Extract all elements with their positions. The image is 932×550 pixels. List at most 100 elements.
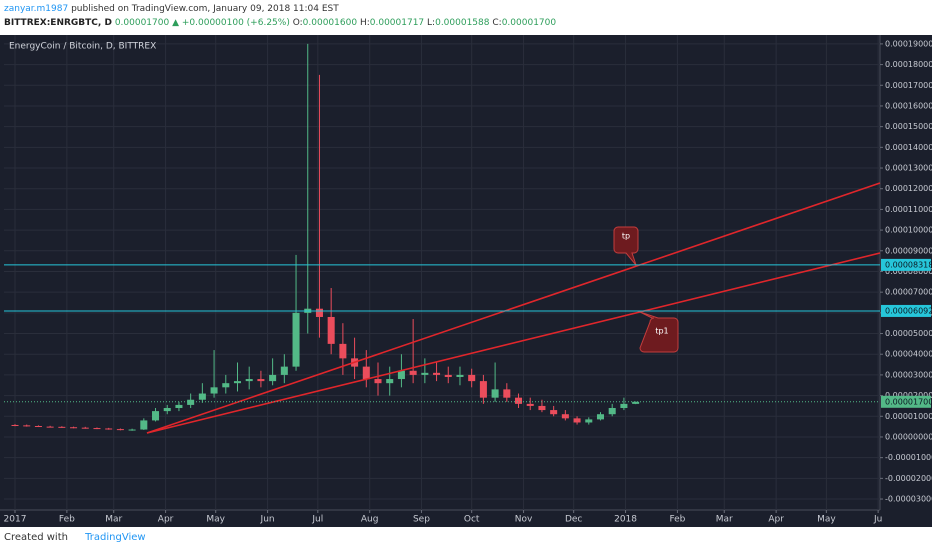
candle-body xyxy=(280,366,288,375)
symbol: BITTREX:ENRGBTC, D xyxy=(4,18,112,28)
candle-body xyxy=(526,403,534,406)
x-tick-label: Aug xyxy=(361,515,379,525)
background xyxy=(0,35,932,527)
header: zanyar.m1987 published on TradingView.co… xyxy=(4,2,556,30)
y-tick-label: 0.00015000 xyxy=(885,122,932,131)
x-tick-label: Dec xyxy=(565,515,582,525)
y-tick-label: 0.00002000 xyxy=(885,391,932,400)
brand[interactable]: TradingView xyxy=(85,532,146,543)
candle-body xyxy=(163,408,171,412)
candle-body xyxy=(632,401,640,404)
candle-body xyxy=(550,410,558,415)
price: 0.00001700 xyxy=(114,18,170,28)
o: 0.00001600 xyxy=(302,18,358,28)
candle-body xyxy=(433,372,441,375)
level-label: 0.00008318 xyxy=(885,260,932,269)
x-tick-label: Feb xyxy=(669,515,685,525)
candle-body xyxy=(573,418,581,423)
y-tick-label: 0.00009000 xyxy=(885,246,932,255)
candle-body xyxy=(468,374,476,382)
y-tick-label: 0.00010000 xyxy=(885,226,932,235)
x-tick-label: Apr xyxy=(768,515,784,525)
y-tick-label: -0.00001000 xyxy=(885,453,932,462)
c-label: C: xyxy=(492,18,502,28)
candle-body xyxy=(175,404,183,409)
x-tick-label: Apr xyxy=(158,515,174,525)
footer: Created with TradingView xyxy=(4,532,146,543)
candle-body xyxy=(81,427,89,429)
candle-body xyxy=(11,424,19,426)
candle-body xyxy=(327,316,335,344)
level-label: 0.00001700 xyxy=(885,397,932,406)
trend-line xyxy=(146,182,881,434)
y-tick-label: 0.00007000 xyxy=(885,288,932,297)
x-tick-label: Mar xyxy=(105,515,122,525)
candle-body xyxy=(34,426,42,428)
candle-body xyxy=(608,408,616,415)
candle-body xyxy=(233,381,242,384)
candle-body xyxy=(292,312,300,367)
o-label: O: xyxy=(292,18,303,28)
candle-body xyxy=(339,343,347,359)
marks xyxy=(11,43,640,431)
y-tick-label: 0.00011000 xyxy=(885,205,932,214)
candle-body xyxy=(128,429,136,431)
change: ▲ +0.00000100 (+6.25%) xyxy=(172,18,290,28)
level-tag xyxy=(881,304,931,317)
level-tag xyxy=(881,395,931,408)
y-tick-label: 0.00014000 xyxy=(885,143,932,152)
callout-text: tp1 xyxy=(655,327,668,336)
x-tick-label: Sep xyxy=(413,515,430,525)
chart-title: EnergyCoin / Bitcoin, D, BITTREX xyxy=(9,42,156,52)
y-tick-label: 0.00000000 xyxy=(885,432,932,441)
candle-body xyxy=(257,379,265,382)
y-tick-label: 0.00017000 xyxy=(885,81,932,90)
candle-body xyxy=(620,403,628,409)
candle-body xyxy=(491,389,499,398)
candle-body xyxy=(93,428,101,430)
candle-body xyxy=(538,405,546,411)
trend-line xyxy=(146,252,881,434)
callout xyxy=(613,226,639,266)
candle-body xyxy=(269,374,277,382)
candle-body xyxy=(46,426,54,428)
y-tick-label: 0.00005000 xyxy=(885,329,932,338)
candle-body xyxy=(503,389,511,398)
x-tick-label: 2017 xyxy=(4,515,27,525)
published: published on TradingView.com, January 09… xyxy=(71,4,339,14)
x-tick-label: Nov xyxy=(515,515,533,525)
y-tick-label: 0.00012000 xyxy=(885,184,932,193)
candle-body xyxy=(362,366,370,380)
candle-body xyxy=(116,429,124,431)
candle-body xyxy=(105,428,113,430)
candle-body xyxy=(187,399,195,405)
quote-line: BITTREX:ENRGBTC, D 0.00001700 ▲ +0.00000… xyxy=(4,16,556,30)
y-tick-label: 0.00008000 xyxy=(885,267,932,276)
candle-body xyxy=(585,419,593,423)
y-tick-label: 0.00016000 xyxy=(885,101,932,110)
y-tick-label: 0.00001000 xyxy=(885,412,932,421)
x-tick-label: Ju xyxy=(873,515,882,525)
author[interactable]: zanyar.m1987 xyxy=(4,4,69,14)
y-tick-label: 0.00013000 xyxy=(885,164,932,173)
callout xyxy=(639,311,679,353)
publish-line: zanyar.m1987 published on TradingView.co… xyxy=(4,2,556,16)
candle-body xyxy=(210,387,218,394)
y-tick-label: 0.00004000 xyxy=(885,350,932,359)
candle-body xyxy=(222,383,230,388)
h-label: H: xyxy=(359,18,370,28)
candle-body xyxy=(315,308,323,317)
candle-body xyxy=(409,370,417,375)
candle-body xyxy=(479,381,487,398)
candle-body xyxy=(386,379,394,384)
candle-body xyxy=(374,379,382,384)
x-tick-label: 2018 xyxy=(614,515,637,525)
candle-body xyxy=(70,427,78,429)
candle-body xyxy=(561,414,569,419)
x-tick-label: Jun xyxy=(260,515,275,525)
x-tick-label: Oct xyxy=(464,515,480,525)
y-tick-label: 0.00019000 xyxy=(885,39,932,48)
l-label: L: xyxy=(427,18,436,28)
candle-body xyxy=(397,370,405,380)
